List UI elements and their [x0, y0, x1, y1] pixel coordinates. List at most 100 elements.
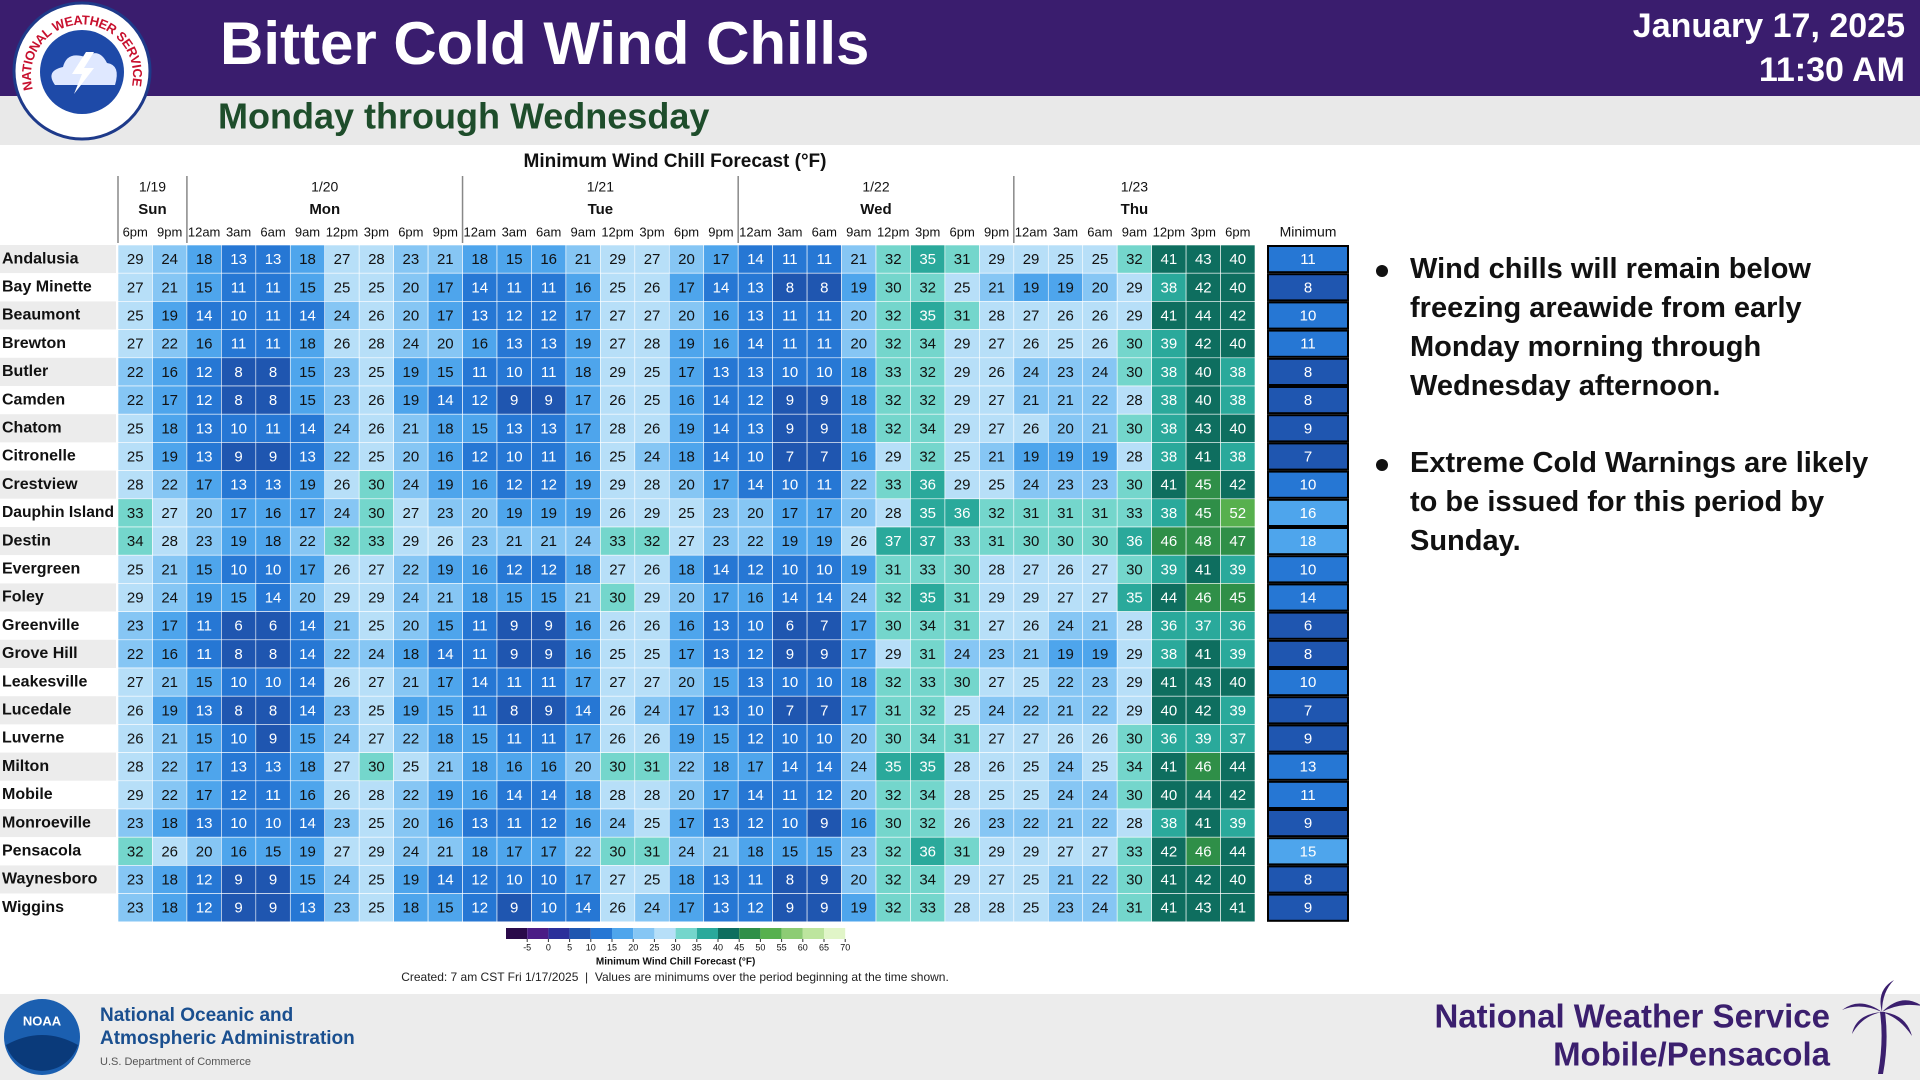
cell-value: 36 [919, 843, 936, 860]
cell-value: 9 [786, 392, 794, 409]
cell-value: 9 [820, 646, 828, 663]
day-name: Tue [588, 201, 614, 218]
cell [496, 583, 532, 612]
cell [427, 583, 463, 612]
cell [600, 244, 636, 274]
cell [255, 639, 291, 669]
cell [1013, 498, 1049, 528]
cell [600, 780, 636, 810]
cell [358, 808, 394, 838]
time-label: 12pm [877, 224, 910, 239]
cell-value: 26 [368, 307, 385, 324]
cell-value: 31 [954, 589, 971, 606]
cell-value: 21 [161, 279, 178, 296]
cell [1047, 611, 1084, 641]
row-label-bg [0, 273, 116, 302]
cell [1185, 667, 1221, 697]
cell [875, 442, 911, 471]
colorbar-tick-label: 25 [649, 942, 659, 952]
cell-value: 28 [609, 787, 626, 804]
cell [668, 780, 705, 810]
cell [221, 301, 257, 330]
row-name: Bay Minette [2, 279, 92, 296]
cell [703, 301, 739, 330]
cell-value: 24 [1092, 787, 1109, 804]
cell [255, 752, 291, 782]
cell [427, 893, 463, 923]
cell-value: 39 [1229, 815, 1246, 832]
colorbar-title: Minimum Wind Chill Forecast (°F) [596, 957, 755, 968]
time-label: 9pm [157, 224, 182, 239]
cell [979, 413, 1015, 443]
cell-value: 18 [471, 589, 488, 606]
minimum-cell [1267, 273, 1349, 302]
cell [910, 752, 946, 782]
cell [324, 385, 360, 415]
cell [1116, 329, 1152, 359]
cell [565, 413, 601, 443]
cell-value: 20 [678, 589, 695, 606]
cell-value: 18 [161, 420, 178, 437]
cell-value: 25 [988, 787, 1005, 804]
cell-value: 29 [1126, 307, 1143, 324]
cell-value: 25 [403, 759, 420, 776]
cell-value: 18 [403, 646, 420, 663]
day-date: 1/19 [139, 179, 166, 195]
cell-value: 27 [1092, 589, 1109, 606]
cell-value: 8 [786, 871, 794, 888]
cell-value: 13 [265, 251, 282, 268]
cell-value: 21 [575, 589, 592, 606]
cell-value: 15 [782, 843, 799, 860]
row-label-bg [0, 357, 116, 386]
cell-value: 28 [988, 561, 1005, 578]
cell [531, 357, 567, 387]
row-name: Lucedale [2, 702, 71, 719]
cell-value: 31 [954, 618, 971, 635]
cell [1116, 893, 1152, 923]
cell-value: 38 [1229, 392, 1246, 409]
cell-value: 28 [1126, 815, 1143, 832]
cell-value: 20 [850, 505, 867, 522]
cell [358, 498, 394, 528]
cell-value: 27 [368, 674, 385, 691]
cell-value: 24 [403, 589, 420, 606]
colorbar-tick-label: 30 [671, 942, 681, 952]
cell-value: 11 [748, 871, 764, 888]
colorbar-tick-label: 35 [692, 942, 702, 952]
time-label: 6am [536, 224, 561, 239]
cell-value: 41 [1229, 900, 1246, 917]
cell-value: 9 [234, 871, 242, 888]
cell-value: 25 [127, 448, 144, 465]
cell-value: 19 [230, 533, 247, 550]
cell-value: 27 [127, 336, 144, 353]
cell [772, 667, 808, 697]
cell [944, 583, 980, 612]
cell-value: 20 [471, 505, 488, 522]
cell [496, 442, 532, 471]
cell [703, 413, 739, 443]
cell-value: 27 [368, 561, 385, 578]
cell [910, 413, 946, 443]
cell-value: 32 [919, 448, 936, 465]
cell [427, 667, 463, 697]
time-label: 3pm [915, 224, 940, 239]
cell-value: 15 [437, 900, 454, 917]
cell-value: 17 [196, 477, 213, 494]
colorbar-tick-label: 0 [546, 942, 551, 952]
cell [703, 639, 739, 669]
cell-value: 18 [575, 787, 592, 804]
cell-value: 19 [403, 364, 420, 381]
row-label-bg [0, 386, 116, 415]
cell-value: 15 [713, 674, 730, 691]
cell-value: 19 [1092, 646, 1109, 663]
cell-value: 12 [540, 307, 557, 324]
cell [875, 893, 911, 923]
cell-value: 31 [954, 307, 971, 324]
cell-value: 20 [850, 336, 867, 353]
cell-value: 9 [234, 448, 242, 465]
cell [255, 442, 291, 471]
cell-value: 14 [506, 787, 523, 804]
cell-value: 26 [644, 420, 661, 437]
header-band [0, 0, 1920, 96]
cell [841, 554, 877, 584]
